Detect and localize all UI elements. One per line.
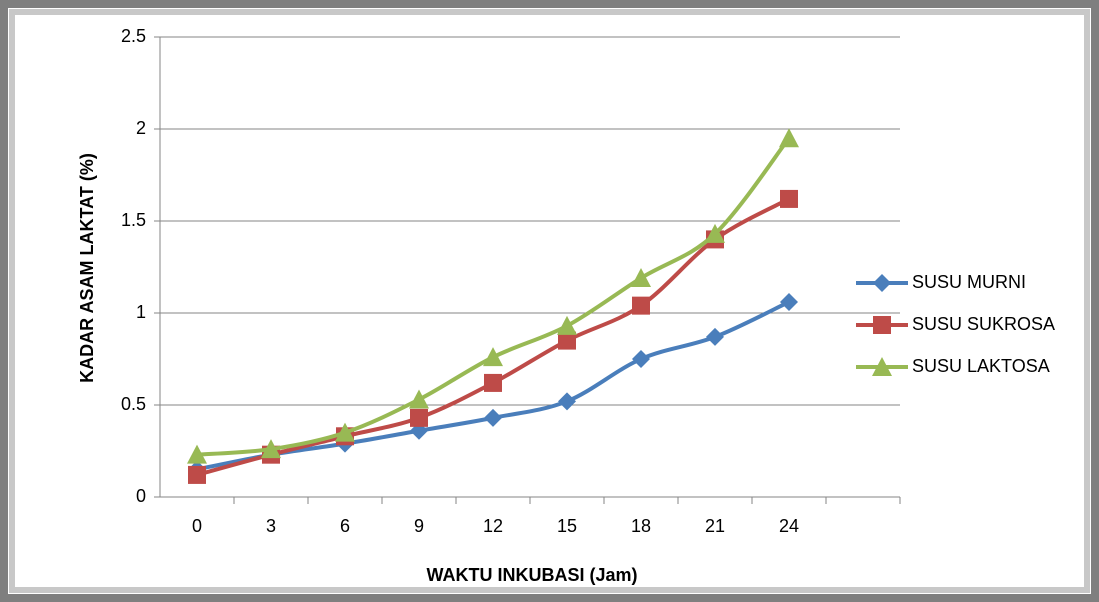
marker: [335, 422, 355, 442]
marker: [557, 315, 577, 335]
x-axis-title: WAKTU INKUBASI (Jam): [426, 565, 637, 585]
marker: [705, 223, 725, 243]
marker: [632, 350, 650, 368]
y-tick-label: 1.5: [121, 210, 146, 230]
x-tick-label: 18: [631, 516, 651, 536]
y-axis-title: KADAR ASAM LAKTAT (%): [77, 153, 97, 383]
y-tick-label: 2: [136, 118, 146, 138]
marker: [558, 331, 576, 350]
y-tick-label: 2.5: [121, 26, 146, 46]
y-tick-label: 0.5: [121, 394, 146, 414]
y-tick-label: 0: [136, 486, 146, 506]
marker: [780, 189, 798, 208]
x-tick-label: 3: [266, 516, 276, 536]
legend-label: SUSU LAKTOSA: [912, 356, 1050, 376]
marker: [261, 439, 281, 459]
marker: [631, 268, 651, 288]
x-tick-label: 21: [705, 516, 725, 536]
marker: [558, 392, 576, 411]
marker: [779, 128, 799, 148]
marker: [873, 316, 891, 334]
marker: [188, 465, 206, 484]
x-tick-label: 12: [483, 516, 503, 536]
y-tick-label: 1: [136, 302, 146, 322]
x-tick-label: 15: [557, 516, 577, 536]
x-tick-label: 9: [414, 516, 424, 536]
legend-label: SUSU MURNI: [912, 272, 1026, 292]
marker: [872, 357, 892, 376]
marker: [410, 408, 428, 427]
marker: [483, 347, 503, 367]
marker: [484, 373, 502, 392]
marker: [873, 274, 891, 292]
marker: [484, 408, 502, 427]
marker: [706, 327, 724, 346]
marker: [409, 389, 429, 409]
legend-label: SUSU SUKROSA: [912, 314, 1055, 334]
x-tick-label: 0: [192, 516, 202, 536]
marker: [632, 296, 650, 315]
x-tick-label: 24: [779, 516, 799, 536]
x-tick-label: 6: [340, 516, 350, 536]
frame-inner: [9, 9, 1090, 593]
marker: [187, 444, 207, 464]
marker: [780, 292, 798, 311]
